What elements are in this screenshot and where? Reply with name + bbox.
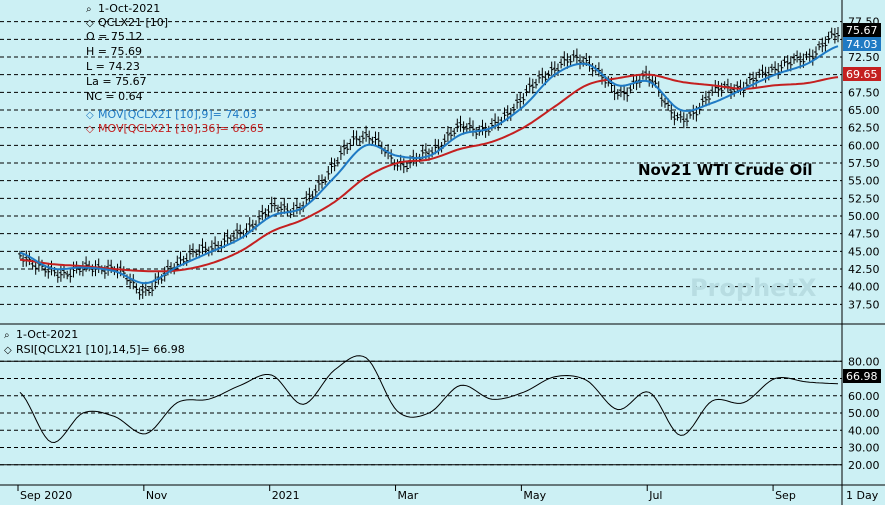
ohlc-nc: NC = 0.64 (86, 90, 143, 103)
price-tick-label: 72.50 (848, 51, 880, 64)
price-tick-label: 67.50 (848, 86, 880, 99)
price-legend: ⌕ 1-Oct-2021 ◇ QCLX21 [10] O = 75.12 H = … (86, 2, 264, 135)
ma-long-marker-icon: ◇ (86, 124, 94, 135)
chart-annotation: Nov21 WTI Crude Oil (638, 161, 813, 179)
time-tick-label: 2021 (272, 489, 300, 502)
symbol-marker-icon: ◇ (86, 18, 94, 29)
rsi-line (19, 355, 839, 444)
ma-short-label: MOV[QCLX21 [10],9]= 74.03 (98, 108, 257, 121)
rsi-grid (0, 360, 842, 466)
price-tick-label: 45.00 (848, 245, 880, 258)
watermark: ProphetX (690, 274, 817, 302)
period-label[interactable]: 1 Day (846, 489, 879, 502)
rsi-last-tag: 66.98 (843, 369, 881, 383)
rsi-tick-label: 30.00 (848, 442, 880, 455)
price-tick-label: 52.50 (848, 192, 880, 205)
last-price-tag: 75.67 (843, 23, 881, 37)
ohlc-o: O = 75.12 (86, 30, 142, 43)
svg-text:74.03: 74.03 (846, 38, 878, 51)
price-tick-label: 50.00 (848, 210, 880, 223)
price-tick-label: 57.50 (848, 157, 880, 170)
price-tick-label: 62.50 (848, 122, 880, 135)
ma-short-marker-icon: ◇ (86, 110, 94, 121)
time-tick-label: May (523, 489, 546, 502)
price-grid (0, 21, 842, 305)
rsi-marker-icon: ◇ (4, 345, 12, 356)
rsi-zoom-icon[interactable]: ⌕ (4, 330, 10, 341)
symbol-label: QCLX21 [10] (98, 16, 168, 29)
price-tick-label: 47.50 (848, 228, 880, 241)
ma-long-line (19, 73, 839, 273)
price-panel[interactable]: 37.50 40.00 42.50 45.00 47.50 50.00 52.50 55.00… (0, 2, 881, 311)
price-tick-label: 60.00 (848, 139, 880, 152)
price-tick-label: 37.50 (848, 298, 880, 311)
time-tick-label: Sep (775, 489, 796, 502)
ma-short-line (19, 45, 839, 285)
ohlc-l: L = 74.23 (86, 60, 140, 73)
time-tick-label: Jul (648, 489, 662, 502)
rsi-tick-label: 60.00 (848, 390, 880, 403)
rsi-tick-label: 50.00 (848, 407, 880, 420)
ohlc-h: H = 75.69 (86, 45, 142, 58)
time-tick-label: Nov (146, 489, 168, 502)
rsi-tick-label: 80.00 (848, 355, 880, 368)
rsi-date: 1-Oct-2021 (16, 328, 78, 341)
svg-text:75.67: 75.67 (846, 24, 878, 37)
rsi-tick-label: 40.00 (848, 424, 880, 437)
time-axis: Sep 2020 Nov 2021 Mar May Jul Sep (17, 485, 796, 502)
time-tick-label: Sep 2020 (20, 489, 72, 502)
price-tick-label: 55.00 (848, 175, 880, 188)
ma-long-label: MOV[QCLX21 [10],36]= 69.65 (98, 122, 264, 135)
ma-long-tag: 69.65 (843, 67, 881, 81)
svg-text:69.65: 69.65 (846, 68, 878, 81)
price-tick-label: 42.50 (848, 263, 880, 276)
price-tick-label: 40.00 (848, 281, 880, 294)
svg-text:66.98: 66.98 (846, 370, 878, 383)
ohlc-la: La = 75.67 (86, 75, 147, 88)
rsi-tick-label: 20.00 (848, 459, 880, 472)
ma-short-tag: 74.03 (843, 37, 881, 51)
time-tick-label: Mar (398, 489, 419, 502)
zoom-icon[interactable]: ⌕ (86, 4, 92, 15)
price-y-axis: 37.50 40.00 42.50 45.00 47.50 50.00 52.50 55.00… (848, 16, 880, 312)
price-tick-label: 65.00 (848, 104, 880, 117)
rsi-label: RSI[QCLX21 [10],14,5]= 66.98 (16, 343, 185, 356)
price-date: 1-Oct-2021 (98, 2, 160, 15)
